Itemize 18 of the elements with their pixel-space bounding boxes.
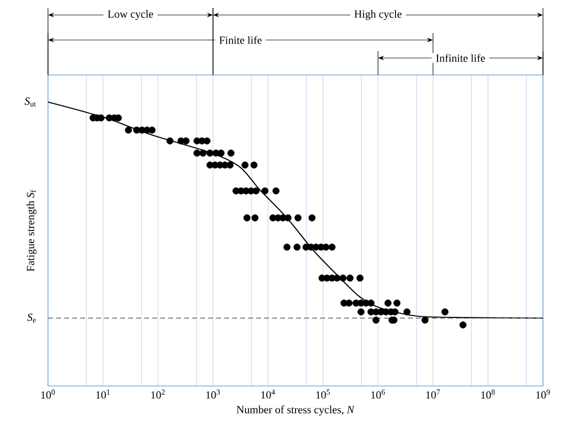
x-tick-label: 10$^{8}$	[481, 390, 495, 399]
x-tick-label: 10$^{4}$	[261, 390, 276, 399]
x-axis-title: Number of stress cycles, N	[236, 406, 355, 416]
x-tick-label: 10$^{2}$	[151, 390, 165, 399]
x-tick-label: 10$^{3}$	[206, 390, 220, 399]
y-axis-title: Fatigue strength S$_{f}$	[26, 190, 36, 272]
x-tick-label: 10$^{7}$	[426, 390, 440, 399]
ref-line-label: S$_{e}$	[27, 314, 36, 323]
x-tick-label: 10$^{0}$	[41, 390, 55, 399]
x-tick-label: 10$^{6}$	[371, 390, 385, 399]
x-tick-label: 10$^{1}$	[96, 390, 110, 399]
text: Finite life	[219, 36, 262, 44]
x-tick-label: 10$^{5}$	[316, 390, 330, 399]
text: High cycle	[354, 10, 402, 20]
x-tick-label: 10$^{9}$	[536, 390, 550, 399]
text: Infinite life	[436, 54, 485, 62]
text: Low cycle	[108, 10, 154, 20]
annotation: S$_{ut}$	[24, 98, 36, 106]
